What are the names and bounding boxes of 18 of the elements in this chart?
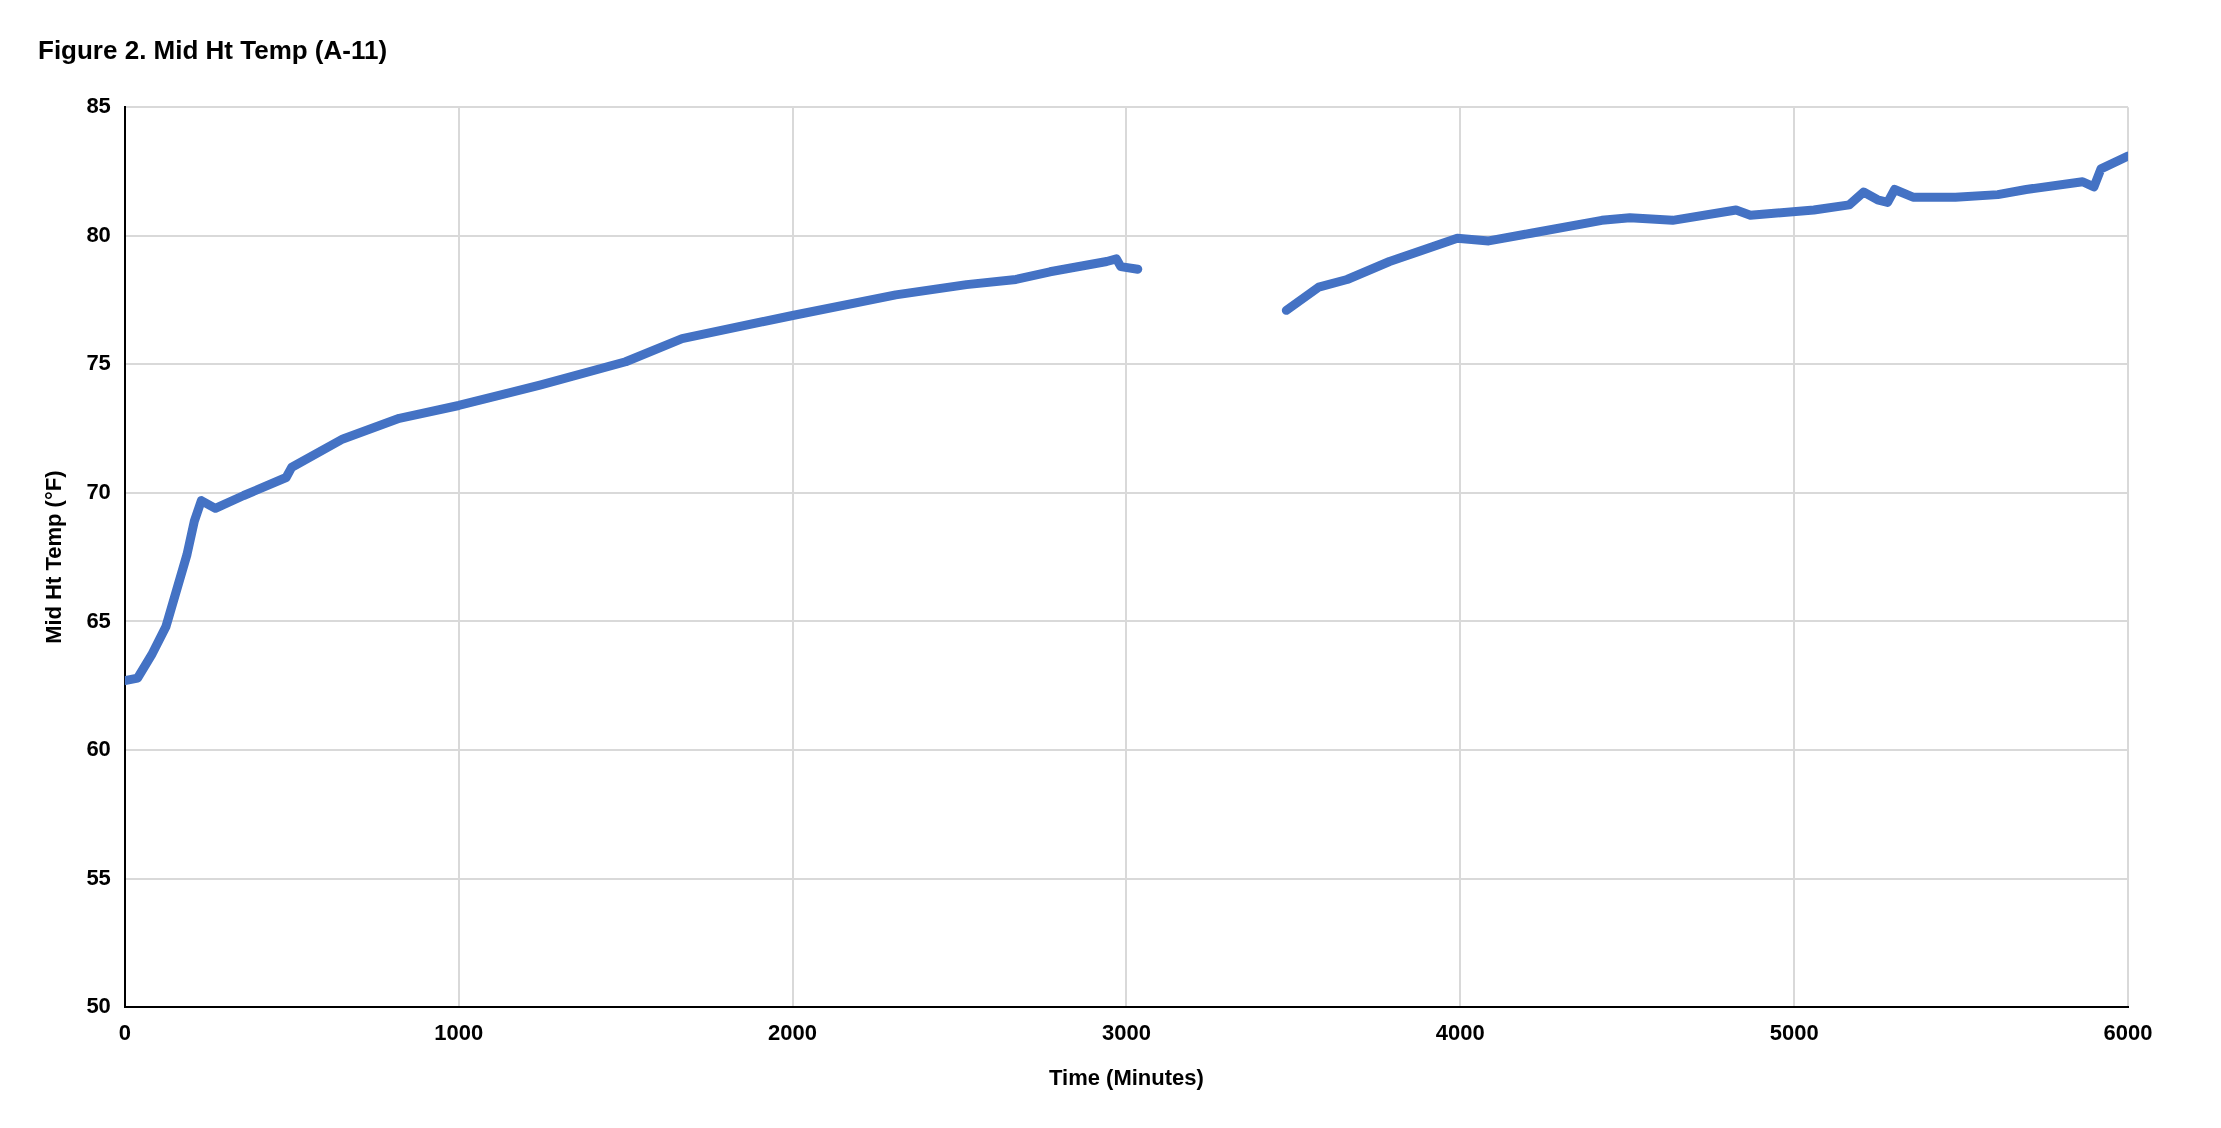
chart-title: Figure 2. Mid Ht Temp (A-11)	[38, 34, 388, 65]
y-tick-label: 85	[86, 93, 111, 119]
y-tick-label: 60	[86, 736, 111, 762]
x-tick-label: 6000	[2103, 1020, 2153, 1046]
y-tick-label: 75	[86, 350, 111, 376]
y-axis-title: Mid Ht Temp (°F)	[41, 470, 67, 644]
x-tick-label: 2000	[768, 1020, 818, 1046]
y-tick-label: 65	[86, 607, 111, 633]
y-tick-label: 80	[86, 221, 111, 247]
x-tick-label: 5000	[1769, 1020, 1819, 1046]
x-tick-label: 3000	[1101, 1020, 1151, 1046]
x-tick-label: 4000	[1435, 1020, 1485, 1046]
y-tick-label: 50	[86, 993, 111, 1019]
x-tick-label: 1000	[434, 1020, 484, 1046]
y-tick-label: 70	[86, 478, 111, 504]
x-axis-title: Time (Minutes)	[1049, 1064, 1204, 1090]
x-tick-label: 0	[118, 1020, 131, 1046]
y-tick-label: 55	[86, 864, 111, 890]
